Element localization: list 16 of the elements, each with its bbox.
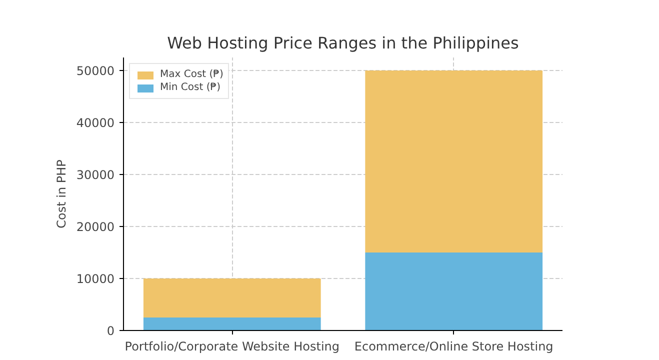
legend-label: Min Cost (₱): [160, 82, 220, 93]
chart-title: Web Hosting Price Ranges in the Philippines: [167, 34, 519, 52]
bar: [365, 252, 543, 330]
legend-label: Max Cost (₱): [160, 69, 224, 80]
x-tick-label: Ecommerce/Online Store Hosting: [354, 340, 554, 354]
y-tick-label: 10000: [76, 272, 115, 286]
bar: [143, 278, 321, 318]
y-tick-label: 0: [106, 324, 115, 338]
bar: [365, 70, 543, 252]
y-axis-title: Cost in PHP: [54, 160, 68, 228]
y-tick-label: 30000: [76, 168, 115, 182]
x-tick-label: Portfolio/Corporate Website Hosting: [124, 340, 340, 354]
y-tick-label: 20000: [76, 220, 115, 234]
y-tick-label: 50000: [76, 64, 115, 78]
bar: [143, 318, 321, 330]
y-tick-label: 40000: [76, 116, 115, 130]
